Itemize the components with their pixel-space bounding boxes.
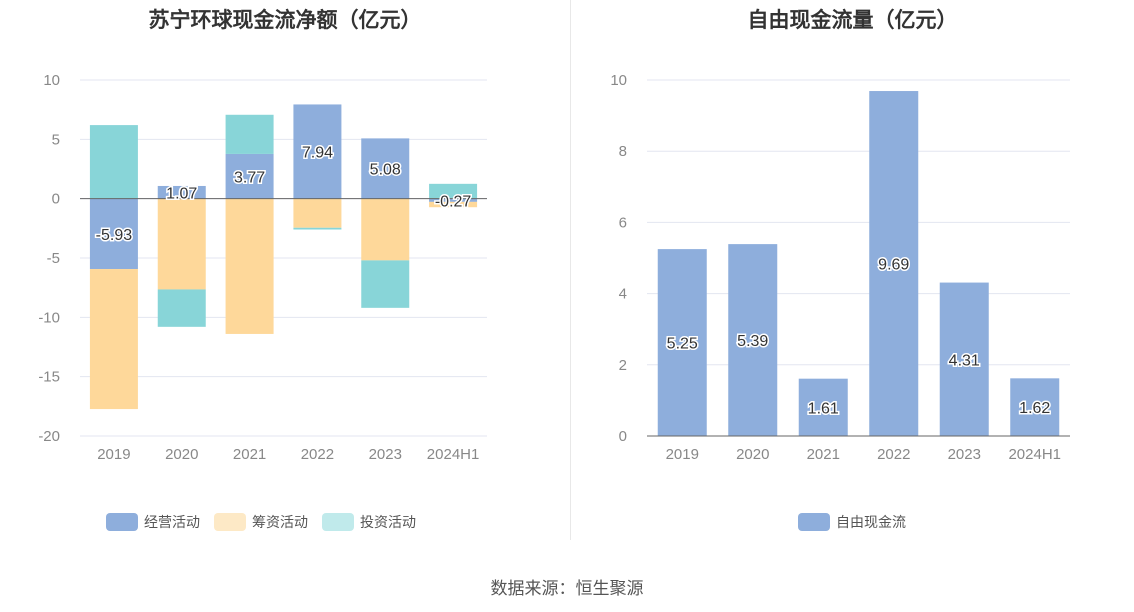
x-tick-label: 2019 (666, 446, 699, 463)
bar-经营活动 (89, 198, 138, 270)
data-label: 5.39 (737, 333, 768, 350)
bar-筹资活动 (429, 201, 478, 208)
y-tick-label: 2 (619, 357, 627, 374)
bar-投资活动 (293, 227, 342, 230)
bar-自由现金流 (1010, 378, 1060, 436)
data-label: 7.94 (302, 145, 333, 162)
data-label: -5.93 (96, 227, 133, 244)
legend-item-fcf[interactable]: 自由现金流 (798, 512, 906, 532)
y-tick-label: 4 (619, 286, 627, 303)
y-tick-label: 10 (610, 72, 627, 89)
x-tick-label: 2020 (736, 446, 769, 463)
data-label: 1.62 (1019, 400, 1050, 417)
left-legend: 经营活动 筹资活动 投资活动 (106, 512, 416, 532)
bar-筹资活动 (293, 198, 342, 228)
right-chart-title: 自由现金流量（亿元） (747, 9, 958, 32)
bar-筹资活动 (225, 198, 274, 334)
data-label: 5.25 (667, 336, 698, 353)
x-tick-label: 2022 (301, 446, 334, 463)
bar-自由现金流 (939, 282, 989, 436)
y-tick-label: 0 (52, 191, 60, 208)
x-tick-label: 2021 (807, 446, 840, 463)
bar-自由现金流 (728, 244, 778, 436)
x-tick-label: 2023 (369, 446, 402, 463)
y-tick-label: -15 (38, 369, 60, 386)
y-tick-label: 0 (619, 428, 627, 445)
data-label: 1.07 (166, 185, 197, 202)
legend-label: 经营活动 (144, 514, 200, 530)
y-tick-label: 10 (43, 72, 60, 89)
bar-自由现金流 (869, 91, 919, 436)
legend-label: 投资活动 (360, 514, 416, 530)
x-tick-label: 2020 (165, 446, 198, 463)
bar-筹资活动 (89, 269, 138, 410)
legend-label: 筹资活动 (252, 514, 308, 530)
bar-经营活动 (225, 153, 274, 199)
x-tick-label: 2021 (233, 446, 266, 463)
data-label: -0.27 (435, 193, 472, 210)
bar-筹资活动 (157, 198, 206, 290)
x-tick-label: 2022 (877, 446, 910, 463)
y-tick-label: 6 (619, 214, 627, 231)
y-tick-label: -5 (47, 250, 60, 267)
data-label: 5.08 (370, 162, 401, 179)
right-legend: 自由现金流 (798, 512, 906, 532)
bar-筹资活动 (361, 198, 410, 261)
left-chart-title: 苏宁环球现金流净额（亿元） (148, 9, 422, 32)
bar-投资活动 (225, 114, 274, 154)
legend-item-investing[interactable]: 投资活动 (322, 512, 416, 532)
y-tick-label: 5 (52, 131, 60, 148)
legend-item-operating[interactable]: 经营活动 (106, 512, 200, 532)
x-tick-label: 2023 (948, 446, 981, 463)
bar-投资活动 (89, 125, 138, 199)
y-tick-label: -20 (38, 428, 60, 445)
legend-item-financing[interactable]: 筹资活动 (214, 512, 308, 532)
data-label: 3.77 (234, 169, 265, 186)
y-tick-label: -10 (38, 309, 60, 326)
divider (570, 0, 571, 540)
x-tick-label: 2024H1 (1008, 446, 1061, 463)
data-label: 9.69 (878, 257, 909, 274)
x-tick-label: 2019 (97, 446, 130, 463)
bar-自由现金流 (798, 378, 848, 436)
bar-自由现金流 (657, 249, 707, 436)
y-tick-label: 8 (619, 143, 627, 160)
legend-label: 自由现金流 (836, 514, 906, 530)
bar-经营活动 (429, 198, 478, 202)
bar-经营活动 (157, 185, 206, 199)
x-tick-label: 2024H1 (427, 446, 480, 463)
bar-投资活动 (361, 260, 410, 308)
bar-经营活动 (293, 104, 342, 199)
bar-投资活动 (157, 289, 206, 327)
data-label: 1.61 (808, 400, 839, 417)
bar-投资活动 (429, 183, 478, 199)
data-source: 数据来源：恒生聚源 (490, 579, 644, 598)
bar-经营活动 (361, 138, 410, 199)
data-label: 4.31 (949, 352, 980, 369)
